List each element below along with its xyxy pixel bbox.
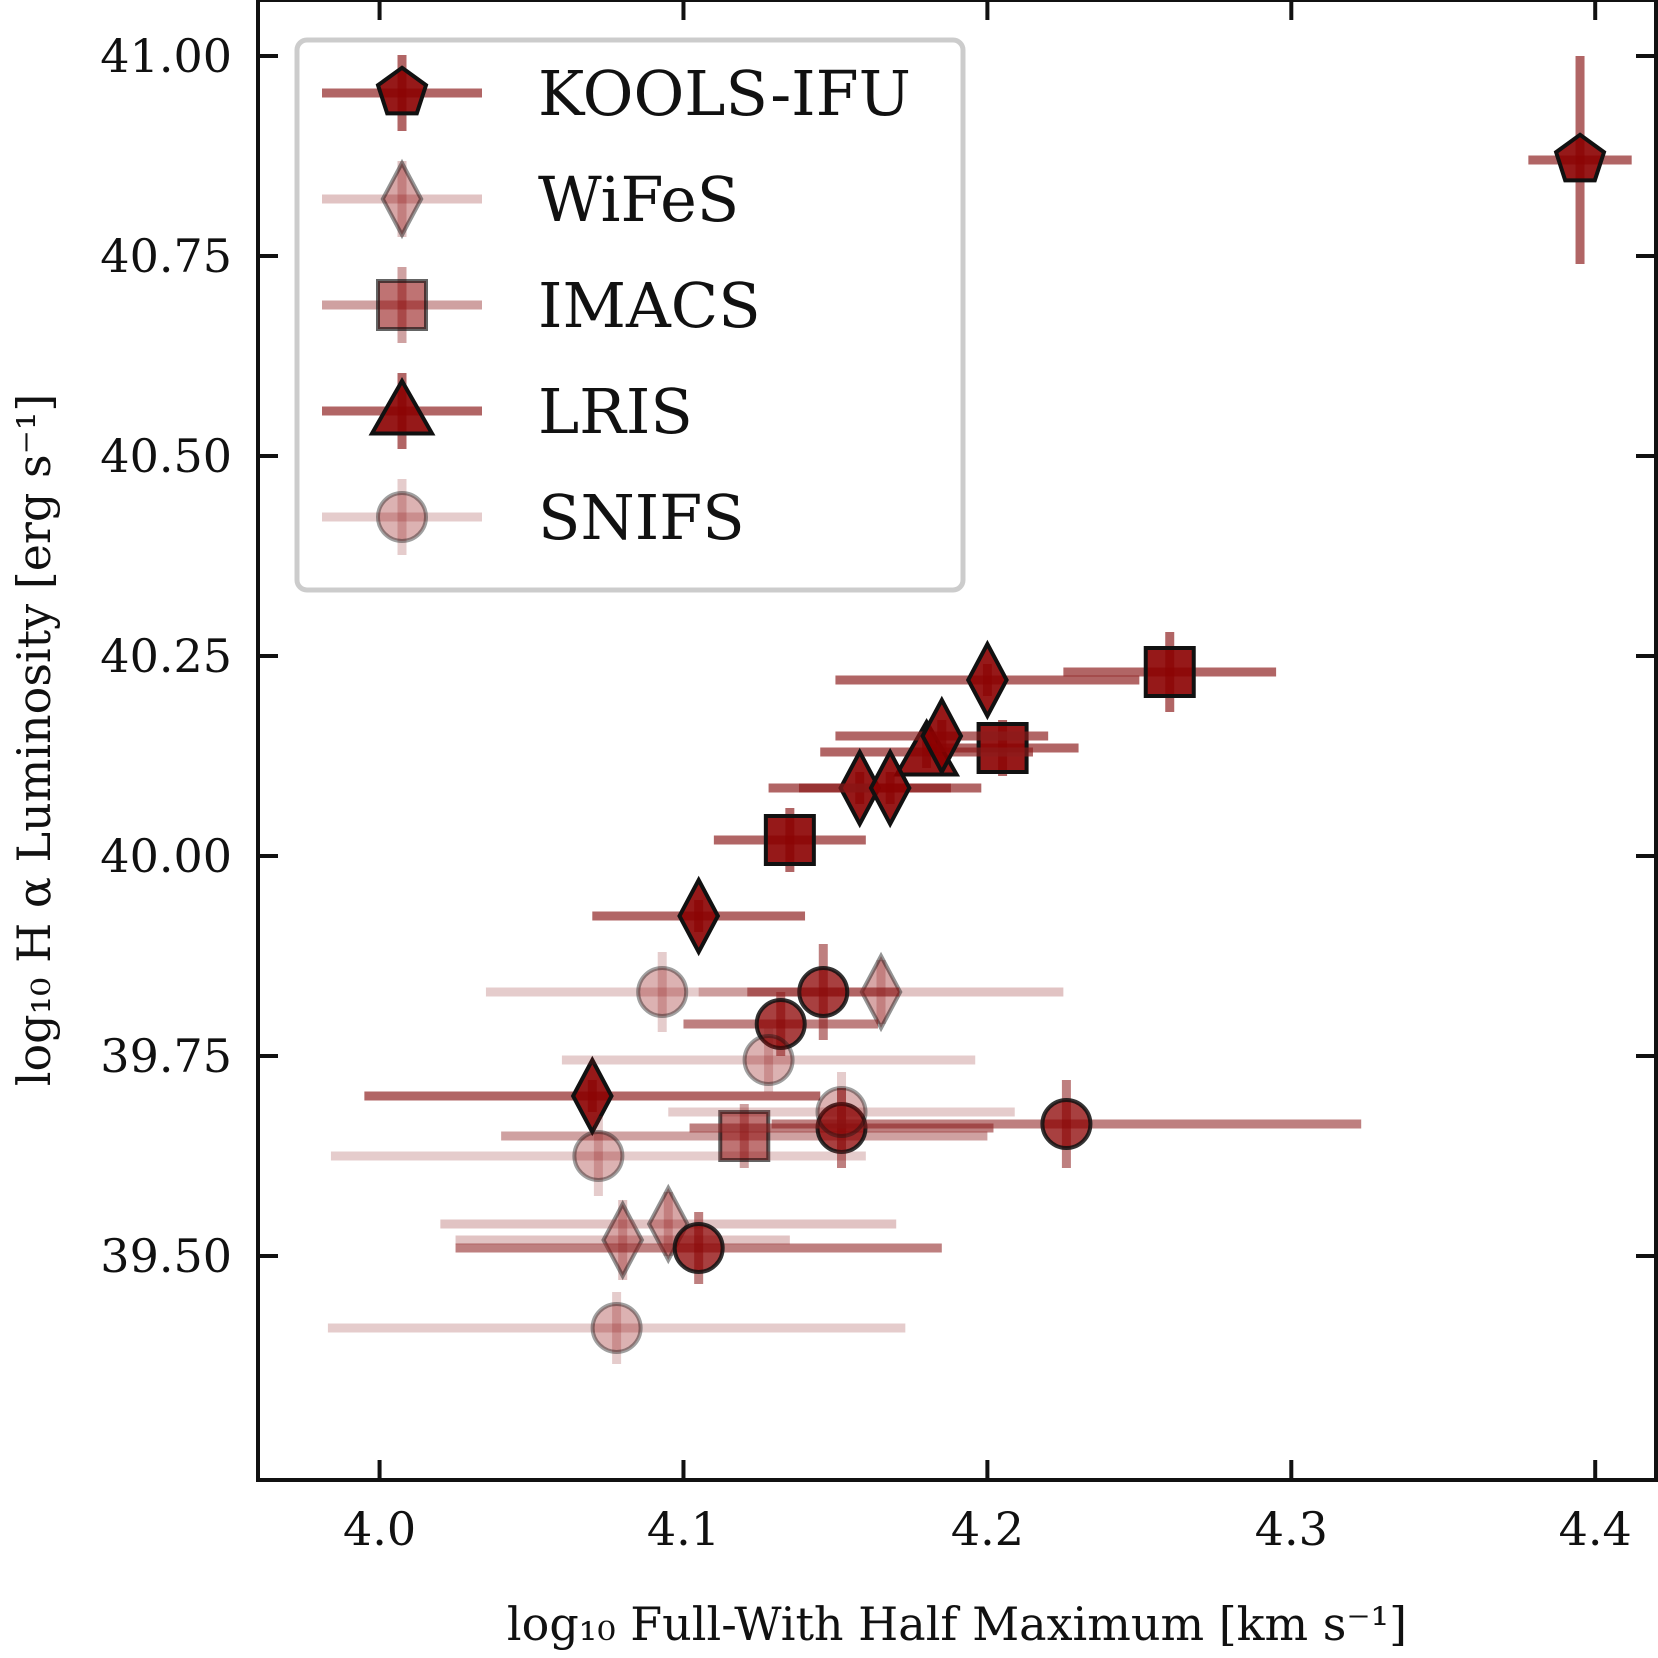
y-tick-label: 39.75: [100, 1029, 232, 1083]
legend-label: IMACS: [538, 269, 761, 342]
y-tick-label: 40.75: [100, 229, 232, 283]
legend-label: SNIFS: [538, 481, 745, 554]
data-point: [572, 1130, 625, 1182]
legend-marker: [368, 376, 436, 436]
data-point: [815, 1086, 868, 1138]
series-7: [327, 952, 1015, 1364]
data-point: [590, 1302, 643, 1354]
data-layer: [327, 56, 1632, 1364]
data-point: [677, 875, 721, 957]
data-point: [797, 966, 850, 1018]
data-point: [763, 814, 816, 866]
data-point: [920, 695, 964, 777]
x-axis-label: log₁₀ Full-With Half Maximum [km s⁻¹]: [507, 1597, 1407, 1651]
legend-marker: [375, 65, 429, 116]
data-point: [570, 1055, 614, 1137]
legend-marker: [380, 158, 424, 240]
legend-label: KOOLS-IFU: [538, 57, 911, 130]
y-tick-label: 40.50: [100, 429, 232, 483]
legend-entry: SNIFS: [322, 479, 745, 555]
legend-entry: KOOLS-IFU: [322, 55, 911, 131]
x-tick-label: 4.2: [951, 1502, 1024, 1556]
data-point: [1040, 1098, 1093, 1150]
legend-label: LRIS: [538, 375, 693, 448]
tick-layer: 4.0 4.1 4.2 4.3 4.4 39.50 39.75 40.00 40.25 40.50…: [100, 0, 1656, 1556]
x-tick-label: 4.1: [647, 1502, 720, 1556]
y-tick-label: 40.00: [100, 829, 232, 883]
legend-label: WiFeS: [538, 163, 739, 236]
data-point: [601, 1199, 645, 1281]
x-tick-label: 4.0: [343, 1502, 416, 1556]
y-tick-label: 40.25: [100, 629, 232, 683]
legend-marker: [376, 491, 428, 543]
y-tick-label: 39.50: [100, 1229, 232, 1283]
data-point: [1553, 132, 1607, 183]
data-point: [868, 747, 912, 829]
data-point: [718, 1110, 771, 1162]
plot-frame: [256, 0, 1658, 1482]
data-point: [636, 966, 689, 1018]
legend: KOOLS-IFU WiFeS IMACS LRIS SNIFS: [294, 37, 966, 593]
series-2: [501, 1104, 988, 1168]
data-point: [1143, 646, 1196, 698]
x-tick-label: 4.3: [1255, 1502, 1328, 1556]
data-point: [672, 1222, 725, 1274]
x-tick-label: 4.4: [1559, 1502, 1632, 1556]
y-tick-label: 41.00: [100, 29, 232, 83]
y-axis-label: log₁₀ H α Luminosity [erg s⁻¹]: [7, 394, 61, 1087]
series-5: [364, 639, 1140, 1137]
series-0: [1528, 56, 1632, 264]
data-point: [965, 639, 1009, 721]
legend-entry: WiFeS: [322, 158, 739, 240]
legend-marker: [376, 279, 428, 331]
data-point: [754, 998, 807, 1050]
legend-entry: IMACS: [322, 267, 761, 343]
series-6: [455, 944, 1362, 1284]
legend-frame: [294, 37, 966, 593]
legend-entry: LRIS: [322, 373, 693, 449]
data-point: [742, 1034, 795, 1086]
